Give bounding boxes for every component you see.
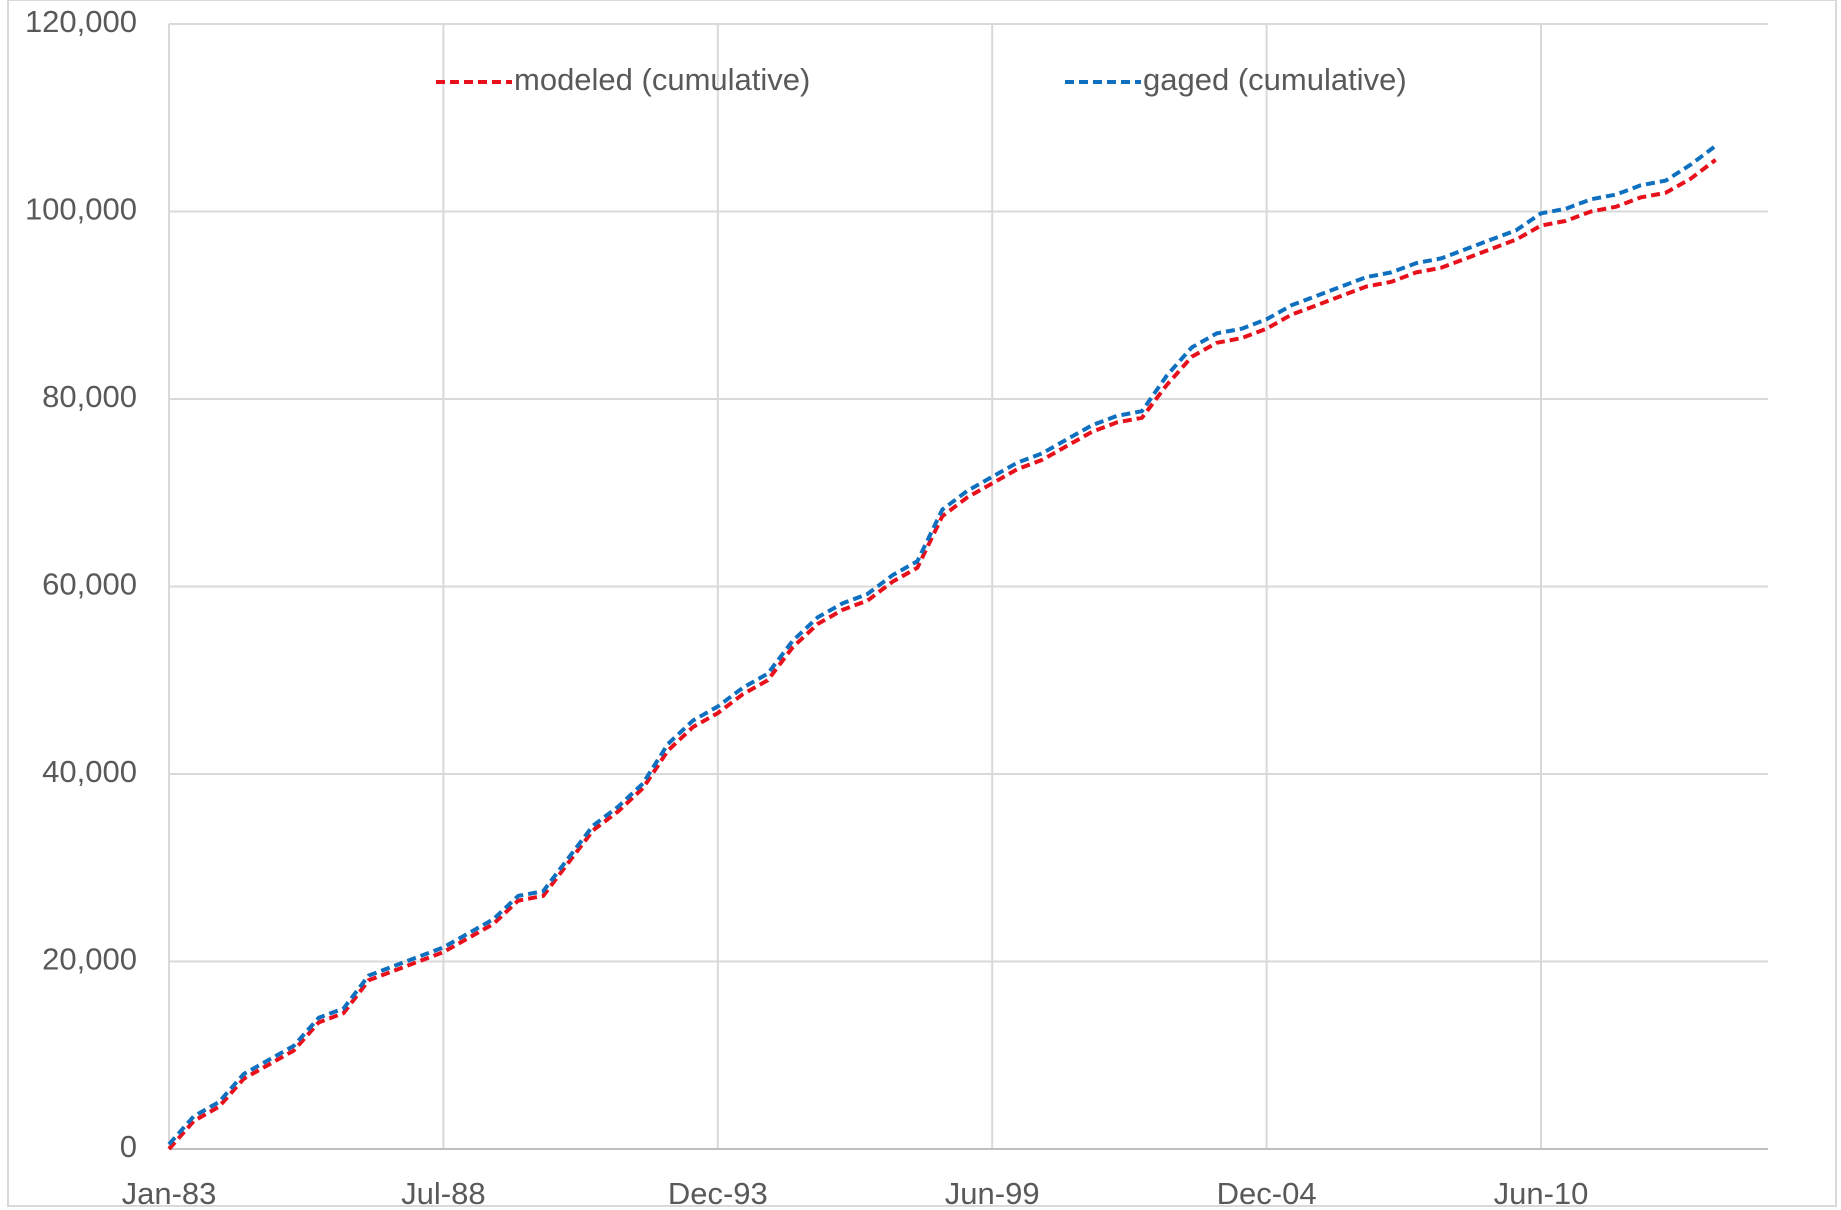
x-tick-label: Jun-99 [945, 1176, 1040, 1210]
y-tick-label: 40,000 [42, 754, 137, 789]
x-tick-label: Dec-93 [668, 1176, 768, 1210]
x-tick-label: Jul-88 [401, 1176, 485, 1210]
x-tick-label: Jan-83 [122, 1176, 217, 1210]
x-tick-label: Dec-04 [1217, 1176, 1317, 1210]
data-line [167, 144, 1717, 1146]
data-line [167, 158, 1717, 1151]
y-tick-label: 0 [120, 1129, 137, 1164]
y-tick-label: 60,000 [42, 567, 137, 602]
legend-label: gaged (cumulative) [1143, 62, 1407, 97]
chart-border [7, 0, 1837, 1207]
legend-label: modeled (cumulative) [514, 62, 810, 97]
y-tick-label: 80,000 [42, 379, 137, 414]
x-tick-label: Jun-10 [1494, 1176, 1589, 1210]
y-tick-label: 100,000 [25, 192, 137, 227]
y-tick-label: 20,000 [42, 942, 137, 977]
y-tick-label: 120,000 [25, 4, 137, 39]
